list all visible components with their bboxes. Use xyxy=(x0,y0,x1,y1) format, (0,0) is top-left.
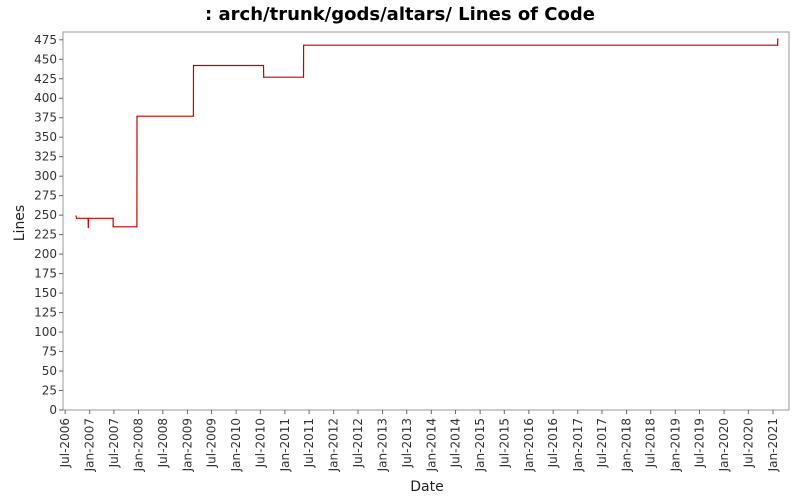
y-tick-label: 25 xyxy=(42,384,57,398)
y-tick-label: 375 xyxy=(34,111,57,125)
y-tick-label: 275 xyxy=(34,189,57,203)
data-point xyxy=(192,115,194,117)
data-point xyxy=(112,226,114,228)
x-tick-label: Jan-2011 xyxy=(278,418,292,472)
x-tick-label: Jan-2007 xyxy=(83,418,97,472)
x-tick-label: Jul-2018 xyxy=(644,418,658,468)
x-tick-label: Jul-2008 xyxy=(156,418,170,468)
data-point xyxy=(112,217,114,219)
x-tick-label: Jan-2017 xyxy=(571,418,585,472)
x-tick-label: Jul-2006 xyxy=(58,418,72,468)
plot-border xyxy=(62,31,790,411)
data-point xyxy=(136,226,138,228)
data-point xyxy=(192,64,195,67)
y-tick-label: 50 xyxy=(42,364,57,378)
y-tick-label: 225 xyxy=(34,228,57,242)
x-tick-label: Jul-2012 xyxy=(351,418,365,468)
y-axis-label: Lines xyxy=(12,205,28,241)
y-tick-label: 300 xyxy=(34,169,57,183)
x-tick-label: Jul-2015 xyxy=(497,418,511,468)
data-point xyxy=(75,215,77,217)
x-tick-label: Jul-2014 xyxy=(449,418,463,468)
y-tick-label: 100 xyxy=(34,325,57,339)
x-tick-label: Jul-2013 xyxy=(400,418,414,468)
chart-title: : arch/trunk/gods/altars/ Lines of Code xyxy=(205,4,595,25)
x-tick-label: Jan-2018 xyxy=(620,418,634,472)
series-group xyxy=(75,38,779,229)
y-tick-label: 350 xyxy=(34,130,57,144)
y-tick-label: 475 xyxy=(34,33,57,47)
x-tick-label: Jan-2015 xyxy=(473,418,487,472)
x-axis-label: Date xyxy=(410,479,443,495)
data-point xyxy=(777,44,779,46)
x-tick-label: Jul-2009 xyxy=(205,418,219,468)
y-tick-label: 325 xyxy=(34,150,57,164)
y-tick-label: 150 xyxy=(34,286,57,300)
x-tick-label: Jul-2017 xyxy=(595,418,609,468)
y-tick-label: 250 xyxy=(34,208,57,222)
x-tick-label: Jan-2016 xyxy=(522,418,536,472)
y-tick-label: 200 xyxy=(34,247,57,261)
y-tick-label: 75 xyxy=(42,345,57,359)
data-point xyxy=(76,217,78,219)
x-tick-label: Jul-2019 xyxy=(692,418,706,468)
y-tick-label: 0 xyxy=(49,403,57,417)
x-tick-label: Jul-2016 xyxy=(546,418,560,468)
x-tick-label: Jan-2008 xyxy=(131,418,145,472)
data-point xyxy=(263,76,265,78)
x-tick-label: Jan-2014 xyxy=(424,418,438,472)
y-tick-label: 425 xyxy=(34,72,57,86)
x-tick-label: Jan-2013 xyxy=(376,418,390,472)
data-point xyxy=(87,227,89,229)
x-tick-label: Jan-2021 xyxy=(766,418,780,472)
x-tick-label: Jul-2011 xyxy=(302,418,316,468)
x-tick-label: Jan-2010 xyxy=(229,418,243,472)
plot-area xyxy=(62,31,790,411)
y-axis: 0 25 50 75 100 125 150 175 200 225 250 275 300 325 350… xyxy=(34,33,63,417)
x-tick-label: Jan-2009 xyxy=(180,418,194,472)
x-tick-label: Jan-2020 xyxy=(717,418,731,472)
x-axis: Jul-2006 Jan-2007 Jul-2007 Jan-2008 Jul-2008… xyxy=(58,410,780,472)
y-tick-label: 175 xyxy=(34,267,57,281)
data-point xyxy=(87,217,89,219)
x-tick-label: Jul-2007 xyxy=(107,418,121,468)
data-point xyxy=(777,38,779,40)
x-tick-label: Jul-2010 xyxy=(253,418,267,468)
data-point xyxy=(136,115,138,117)
data-point xyxy=(262,64,265,67)
data-point xyxy=(302,76,305,78)
data-point xyxy=(303,44,305,46)
y-tick-label: 400 xyxy=(34,91,57,105)
x-tick-label: Jan-2019 xyxy=(668,418,682,472)
y-tick-label: 450 xyxy=(34,52,57,66)
x-tick-label: Jan-2012 xyxy=(327,418,341,472)
y-tick-label: 125 xyxy=(34,306,57,320)
x-tick-label: Jul-2020 xyxy=(741,418,755,468)
